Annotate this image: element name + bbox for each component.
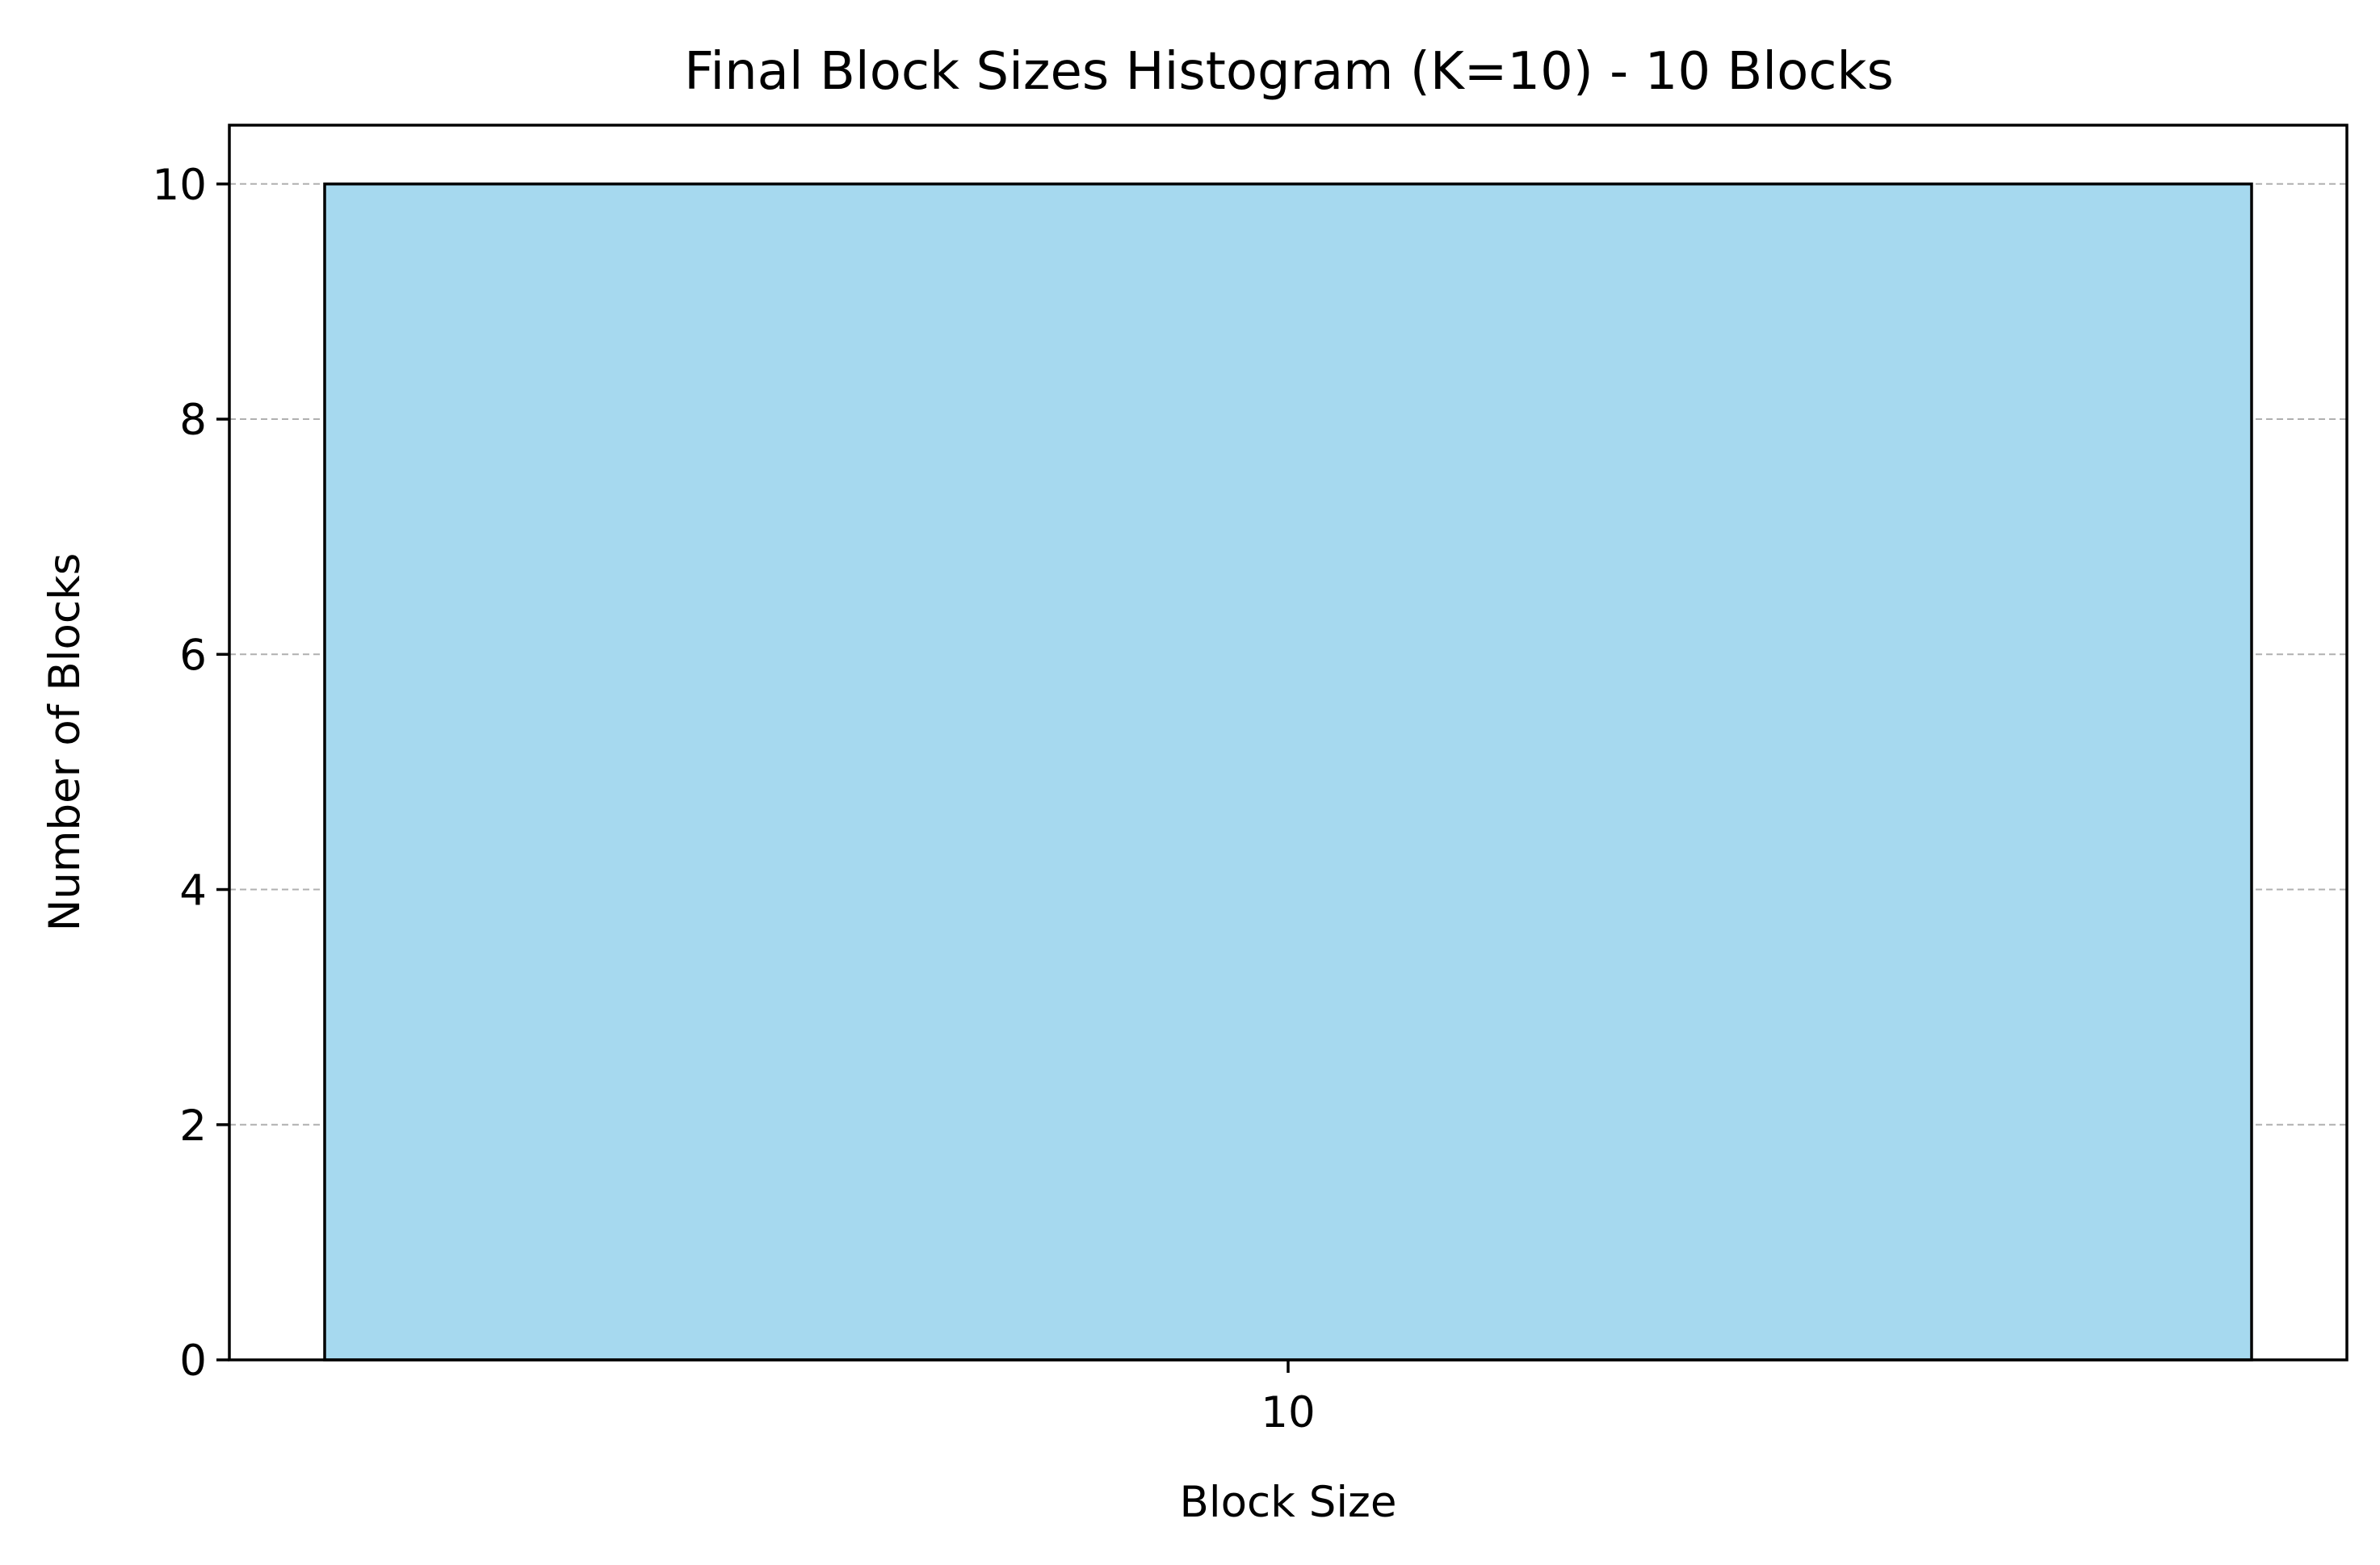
- y-tick-label: 2: [179, 1101, 207, 1151]
- y-tick-label: 4: [179, 866, 207, 916]
- y-axis-label: Number of Blocks: [40, 553, 90, 932]
- y-tick-label: 0: [179, 1336, 207, 1386]
- y-tick-label: 10: [153, 161, 207, 210]
- x-tick-label: 10: [1261, 1388, 1315, 1437]
- bars: [323, 183, 2253, 1362]
- x-axis-ticks: 10: [1261, 1360, 1316, 1437]
- y-tick-label: 8: [179, 396, 207, 445]
- chart-title: Final Block Sizes Histogram (K=10) - 10 …: [684, 42, 1894, 102]
- bar: [323, 183, 2253, 1362]
- y-axis-ticks: 0 2 4 6 8 10: [153, 161, 229, 1386]
- y-tick-label: 6: [179, 631, 207, 680]
- x-axis-label: Block Size: [1180, 1478, 1397, 1527]
